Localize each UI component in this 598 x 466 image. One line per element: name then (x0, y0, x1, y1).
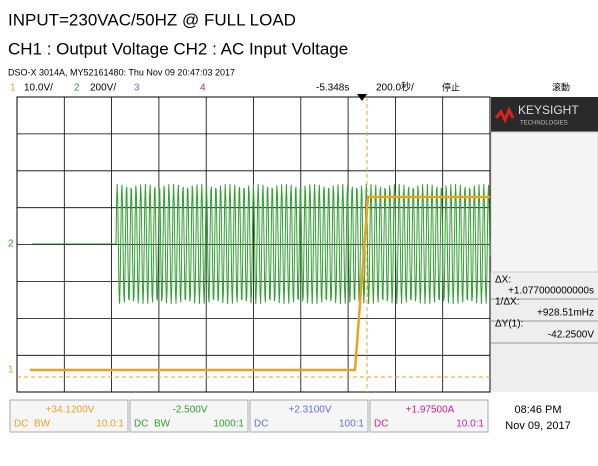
trigger-marker (357, 94, 367, 101)
offset: -2.500V (172, 405, 207, 416)
meas-label: ΔY(1): (495, 319, 523, 330)
timebase: 200.0秒/ (376, 81, 414, 94)
meas-label: 1/ΔX: (495, 297, 519, 308)
bw: BW (154, 419, 171, 430)
brand-sub: TECHNOLOGIES (520, 121, 568, 127)
meas-value: -42.2500V (548, 330, 594, 341)
clock-time: 08:46 PM (514, 404, 561, 416)
logo-icon (494, 106, 515, 124)
offset: +34.1200V (46, 405, 95, 416)
coupling: DC (14, 419, 28, 430)
ch1-marker: 1 (8, 365, 14, 376)
offset: +1.97500A (406, 405, 455, 416)
logo-bg (491, 97, 598, 132)
channel-bar: +34.1200V DC BW 10.0:1 -2.500V DC BW 1000:1 +2.3… (9, 399, 489, 433)
ch2-scale: 200V/ (90, 83, 116, 94)
meas-label: ΔX: (495, 275, 511, 286)
ch2-marker: 2 (8, 239, 14, 250)
meas-value: +1.077000000000s (508, 286, 594, 297)
info: DSO-X 3014A, MY52161480: Thu Nov 09 20:4… (8, 67, 235, 77)
probe: 10.0:1 (96, 419, 124, 430)
subtitle: CH1 : Output Voltage CH2 : AC Input Volt… (8, 39, 348, 58)
run: 停止 (442, 81, 460, 92)
ch2: 2 (74, 83, 80, 94)
ch1: 1 (10, 83, 16, 94)
ch2-waveform (32, 183, 491, 305)
title: INPUT=230VAC/50HZ @ FULL LOAD (8, 10, 296, 29)
ch4: 4 (200, 83, 206, 94)
channel-box (369, 399, 489, 433)
coupling: DC (374, 419, 388, 430)
clock-date: Nov 09, 2017 (505, 420, 570, 432)
probe: 100:1 (339, 419, 364, 430)
blank-area (490, 131, 598, 273)
meas-value: +928.51mHz (537, 308, 594, 319)
probe: 10.0:1 (456, 419, 484, 430)
delay: -5.348s (316, 83, 349, 94)
coupling: DC (254, 419, 268, 430)
ch1-scale: 10.0V/ (24, 83, 53, 94)
ch3: 3 (134, 83, 140, 94)
channel-box (249, 399, 369, 433)
ch1-waveform (30, 195, 490, 372)
mode: 滚動 (552, 81, 570, 92)
brand: KEYSIGHT (518, 103, 579, 117)
channel-box (9, 399, 129, 433)
channel-box (129, 399, 249, 433)
offset: +2.3100V (288, 405, 331, 416)
bw: BW (34, 419, 51, 430)
coupling: DC (134, 419, 148, 430)
probe: 1000:1 (213, 419, 244, 430)
status-bar: 1 10.0V/ 2 200V/ 3 4 -5.348s 200.0秒/ 停止 … (10, 81, 570, 94)
